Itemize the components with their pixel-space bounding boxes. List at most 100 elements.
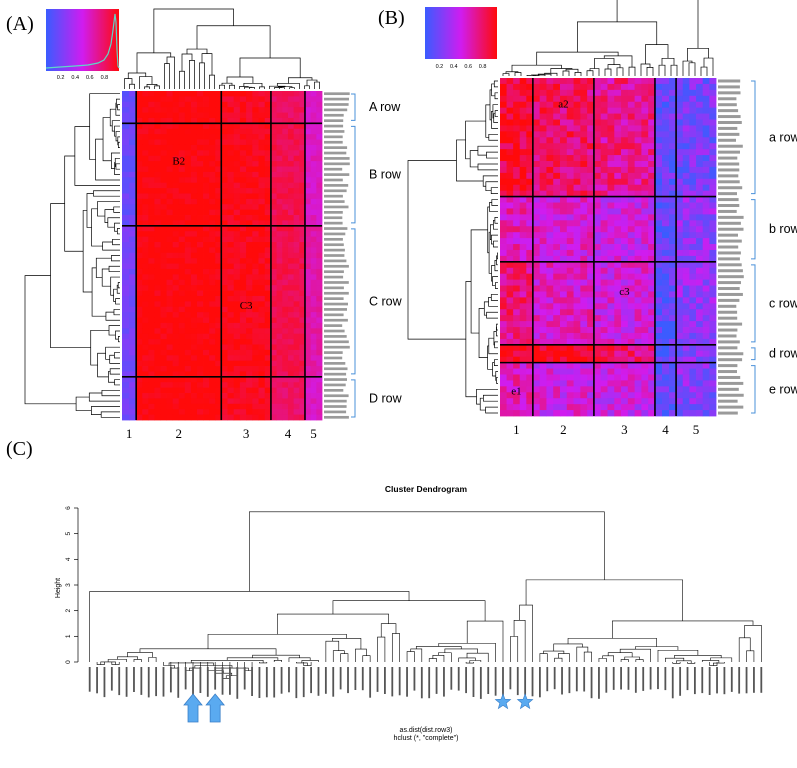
heatmap-cell: [506, 202, 514, 209]
row-label-mark: [324, 313, 344, 317]
heatmap-cell: [662, 131, 670, 138]
heatmap-cell: [709, 232, 717, 239]
heatmap-cell: [246, 91, 253, 97]
heatmap-cell: [662, 368, 670, 375]
heatmap-cell: [246, 128, 253, 135]
row-label-mark: [718, 215, 744, 219]
column-dendrogram-a: [124, 8, 320, 89]
heatmap-cell: [519, 214, 527, 221]
heatmap-cell: [689, 83, 697, 91]
heatmap-cell: [614, 356, 622, 364]
color-key-a: 0.2 0.4 0.6 0.8: [45, 9, 120, 81]
heatmap-cell: [669, 321, 677, 328]
heatmap-cell: [566, 315, 574, 322]
heatmap-cell: [282, 209, 289, 216]
heatmap-cell: [634, 220, 642, 227]
row-group-bracket: [351, 228, 356, 375]
heatmap-cell: [532, 297, 541, 304]
heatmap-cell: [709, 238, 717, 245]
column-dendrogram-link: [688, 62, 696, 76]
heatmap-cell: [676, 309, 684, 316]
heatmap-cell: [215, 150, 222, 157]
heatmap-cell: [304, 360, 312, 367]
heatmap-cell: [654, 321, 663, 328]
heatmap-cell: [627, 226, 636, 233]
heatmap-cell: [215, 225, 222, 232]
heatmap-cell: [287, 134, 295, 140]
column-group-number: 3: [243, 426, 250, 441]
heatmap-cell: [316, 112, 323, 119]
heatmap-cell: [246, 188, 253, 194]
heatmap-cell: [184, 134, 192, 140]
heatmap-cell: [648, 273, 656, 281]
heatmap-cell: [304, 128, 312, 135]
heatmap-cell: [513, 202, 521, 209]
heatmap-cell: [239, 150, 247, 157]
row-label-mark: [718, 245, 739, 249]
row-group-label: C row: [369, 294, 403, 308]
heatmap-cell: [282, 198, 289, 205]
heatmap-cell: [304, 371, 312, 378]
column-dendrogram-link: [586, 70, 594, 76]
heatmap-cell: [252, 274, 259, 281]
heatmap-cell: [233, 398, 241, 405]
heatmap-cell: [276, 252, 283, 259]
heatmap-cell: [184, 161, 192, 167]
column-dendrogram-link: [531, 74, 546, 76]
heatmap-cell: [304, 398, 312, 405]
heatmap-cell: [627, 208, 636, 215]
heatmap-cell: [215, 349, 222, 356]
row-label-mark: [718, 358, 743, 362]
heatmap-cell: [227, 366, 235, 372]
heatmap-cell: [252, 333, 259, 340]
heatmap-cell: [607, 297, 615, 304]
heatmap-cell: [178, 371, 186, 378]
heatmap-cell: [607, 244, 615, 251]
heatmap-cell: [196, 171, 204, 178]
heatmap-cell: [129, 139, 137, 146]
heatmap-cell: [178, 376, 186, 383]
heatmap-cell: [148, 344, 155, 351]
heatmap-cell: [184, 204, 192, 211]
heatmap-cell: [233, 171, 241, 178]
heatmap-cell: [654, 392, 663, 399]
heatmap-cell: [573, 249, 581, 257]
heatmap-cell: [614, 238, 622, 245]
heatmap-cell: [299, 328, 306, 335]
heatmap-cell: [129, 231, 137, 238]
heatmap-cell: [614, 350, 622, 358]
heatmap-cell: [506, 279, 514, 286]
row-dendrogram-link: [407, 160, 466, 340]
heatmap-cell: [600, 137, 608, 144]
heatmap-cell: [669, 149, 677, 156]
arrow-marker: [205, 693, 226, 723]
heatmap-cell: [526, 362, 534, 369]
heatmap-cell: [148, 382, 155, 389]
heatmap-cell: [526, 178, 534, 186]
heatmap-cell: [258, 268, 266, 275]
heatmap-cell: [246, 171, 253, 178]
column-dendrogram-link: [640, 63, 651, 76]
heatmap-cell: [148, 188, 155, 194]
heatmap-cell: [304, 333, 312, 340]
heatmap-cell: [154, 204, 161, 211]
heatmap-cell: [184, 339, 192, 345]
heatmap-cell: [276, 306, 283, 313]
heatmap-cell: [196, 231, 204, 238]
heatmap-cell: [316, 414, 323, 421]
heatmap-cell: [546, 208, 554, 215]
row-label-mark: [324, 200, 345, 203]
heatmap-cell: [676, 137, 684, 144]
heatmap-cell: [142, 387, 149, 394]
heatmap-cell: [258, 171, 266, 178]
heatmap-cell: [641, 113, 649, 120]
heatmap-cell: [682, 392, 690, 399]
heatmap-cell: [209, 349, 216, 356]
heatmap-cell: [304, 306, 312, 313]
heatmap-cell: [136, 177, 143, 184]
heatmap-cell: [560, 143, 568, 150]
heatmap-cell: [287, 123, 295, 130]
heatmap-cell: [621, 374, 629, 381]
heatmap-cell: [215, 328, 222, 335]
heatmap-cell: [553, 107, 561, 114]
